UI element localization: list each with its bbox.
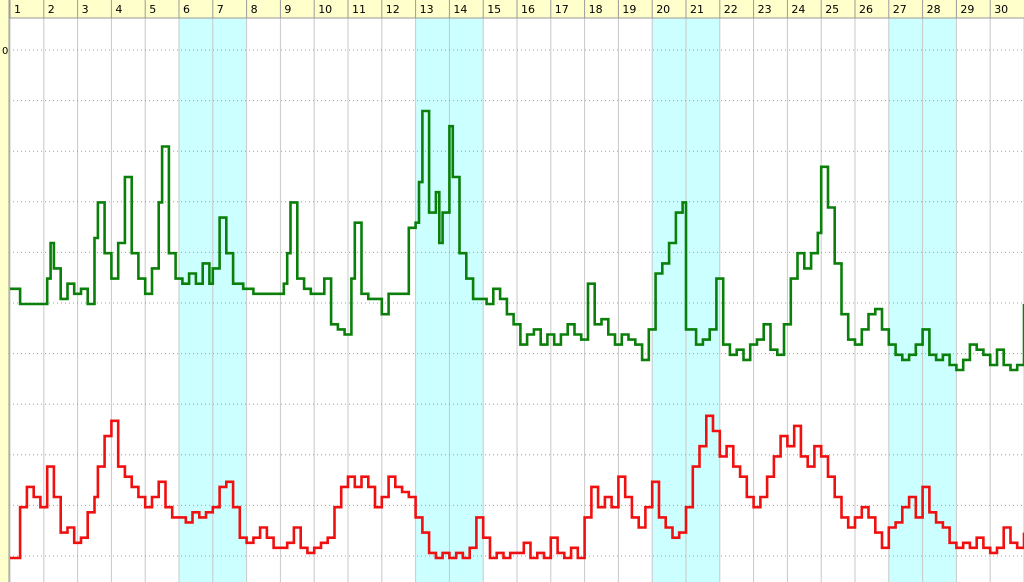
day-label[interactable]: 16 [521,3,535,16]
day-label[interactable]: 26 [859,3,873,16]
day-label[interactable]: 24 [791,3,805,16]
day-label[interactable]: 20 [656,3,670,16]
day-header: 1 2 3 4 5 6 7 8 9 10 11 12 13 14 15 16 17 18 19 20 21 22 23 24 2… [0,0,1024,19]
day-label[interactable]: 30 [994,3,1008,16]
day-label[interactable]: 5 [149,3,156,16]
grid-layer [9,18,1024,582]
day-label[interactable]: 15 [487,3,501,16]
day-label[interactable]: 21 [690,3,704,16]
day-label[interactable]: 22 [724,3,738,16]
day-label[interactable]: 11 [352,3,366,16]
day-label[interactable]: 10 [318,3,332,16]
day-label[interactable]: 28 [927,3,941,16]
y-axis-strip: 0 [0,0,10,582]
day-label[interactable]: 23 [758,3,772,16]
day-label[interactable]: 9 [284,3,291,16]
header-background [0,0,1024,18]
day-label[interactable]: 8 [251,3,258,16]
day-label[interactable]: 19 [622,3,636,16]
y-axis-background [0,0,9,582]
day-label[interactable]: 17 [555,3,569,16]
day-label[interactable]: 2 [48,3,55,16]
day-label[interactable]: 12 [386,3,400,16]
day-label[interactable]: 3 [82,3,89,16]
day-label[interactable]: 25 [825,3,839,16]
day-label[interactable]: 27 [893,3,907,16]
day-label[interactable]: 7 [217,3,224,16]
day-label[interactable]: 1 [14,3,21,16]
series-red-line [10,414,1024,560]
day-label[interactable]: 13 [420,3,434,16]
series-layer [10,109,1024,560]
day-label[interactable]: 18 [589,3,603,16]
day-label[interactable]: 14 [453,3,467,16]
day-label[interactable]: 6 [183,3,190,16]
day-label[interactable]: 29 [960,3,974,16]
day-label[interactable]: 4 [115,3,122,16]
y-tick-label: 0 [2,46,8,57]
series-green-line [10,109,1024,372]
